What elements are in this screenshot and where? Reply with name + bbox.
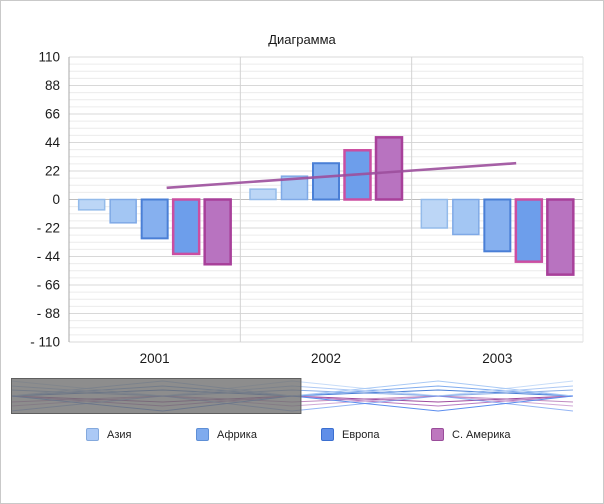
bar-series2-cat2 (483, 198, 512, 253)
bar-series2-cat1 (312, 162, 340, 201)
bar-series4-cat2 (546, 198, 575, 276)
bar-series4-cat0 (203, 198, 232, 266)
bar-series2-cat0 (140, 198, 169, 240)
legend-item-1: Африка (196, 428, 257, 441)
bar-series1-cat2 (452, 198, 480, 236)
bar-chart-plot: 110 88 66 44 22 0 - 22 - 44 - 66 - 88 - 110 2001 200… (30, 50, 584, 366)
bar-series0-cat2 (420, 198, 449, 229)
selection-overlay[interactable] (11, 378, 302, 414)
chart-legend: Азия Африка Европа С. Америка (1, 421, 604, 451)
y-axis-tick-label: - 66 (37, 278, 60, 293)
legend-swatch (321, 428, 334, 441)
range-selector-band[interactable] (11, 378, 573, 414)
legend-swatch (431, 428, 444, 441)
legend-item-3: С. Америка (431, 428, 511, 441)
bar-series1-cat0 (109, 198, 137, 224)
bar-series0-cat1 (249, 188, 277, 201)
bar-series3-cat0 (171, 198, 201, 256)
bar-series4-cat1 (374, 136, 404, 201)
y-axis-tick-label: 22 (45, 164, 60, 179)
legend-label: С. Америка (452, 428, 511, 441)
legend-label: Африка (217, 428, 257, 441)
y-axis-tick-label: 0 (52, 192, 60, 207)
bar-series0-cat0 (77, 198, 106, 211)
legend-swatch (86, 428, 99, 441)
y-axis-tick-label: 110 (38, 50, 60, 65)
y-axis-tick-label: - 44 (37, 249, 61, 264)
x-axis-label-2001: 2001 (140, 351, 170, 366)
y-axis-tick-label: - 22 (37, 221, 60, 236)
bar-series3-cat2 (514, 198, 544, 263)
chart-title: Диаграмма (268, 32, 336, 47)
y-axis-tick-label: - 88 (37, 306, 60, 321)
x-axis-label-2003: 2003 (482, 351, 512, 366)
y-axis-tick-label: 44 (45, 135, 61, 150)
y-axis-tick-label: 88 (45, 78, 60, 93)
trend-line (166, 161, 517, 190)
legend-label: Европа (342, 428, 380, 441)
x-axis-label-2002: 2002 (311, 351, 341, 366)
legend-swatch (196, 428, 209, 441)
legend-item-2: Европа (321, 428, 380, 441)
y-axis-tick-label: - 110 (30, 335, 60, 350)
legend-label: Азия (107, 428, 132, 441)
legend-item-0: Азия (86, 428, 131, 441)
y-axis-tick-label: 66 (45, 107, 60, 122)
bar-series1-cat1 (280, 175, 309, 201)
